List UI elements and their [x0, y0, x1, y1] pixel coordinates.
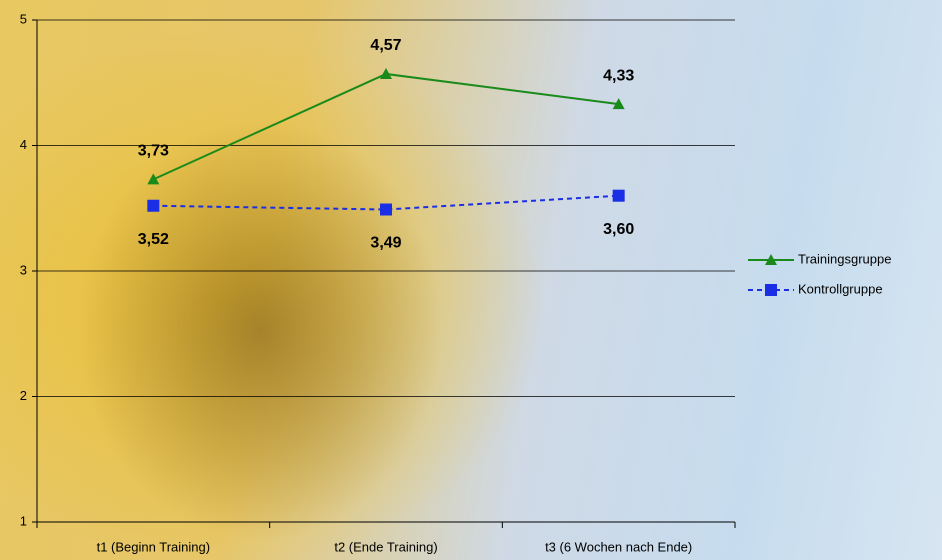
marker — [612, 98, 625, 110]
marker — [147, 199, 160, 212]
x-tick-label: t1 (Beginn Training) — [97, 539, 210, 554]
y-tick-label: 1 — [20, 513, 27, 528]
y-tick-label: 5 — [20, 11, 27, 26]
data-label: 3,52 — [138, 231, 169, 248]
legend-label: Trainingsgruppe — [798, 251, 891, 266]
data-label: 3,73 — [138, 143, 169, 160]
marker — [765, 284, 777, 296]
x-tick-label: t3 (6 Wochen nach Ende) — [545, 539, 692, 554]
marker — [380, 203, 392, 216]
y-tick-label: 2 — [20, 388, 27, 403]
data-label: 4,33 — [603, 67, 634, 84]
x-tick-label: t2 (Ende Training) — [334, 539, 437, 554]
marker — [147, 173, 160, 185]
data-label: 3,49 — [370, 235, 401, 252]
series-line — [153, 194, 619, 211]
marker — [612, 189, 625, 202]
legend-label: Kontrollgruppe — [798, 281, 883, 296]
data-label: 4,57 — [370, 37, 401, 54]
y-tick-label: 4 — [20, 137, 27, 152]
y-tick-label: 3 — [20, 262, 27, 277]
data-label: 3,60 — [603, 221, 634, 238]
marker — [380, 67, 392, 79]
series-line — [152, 72, 619, 181]
marker — [765, 254, 777, 265]
